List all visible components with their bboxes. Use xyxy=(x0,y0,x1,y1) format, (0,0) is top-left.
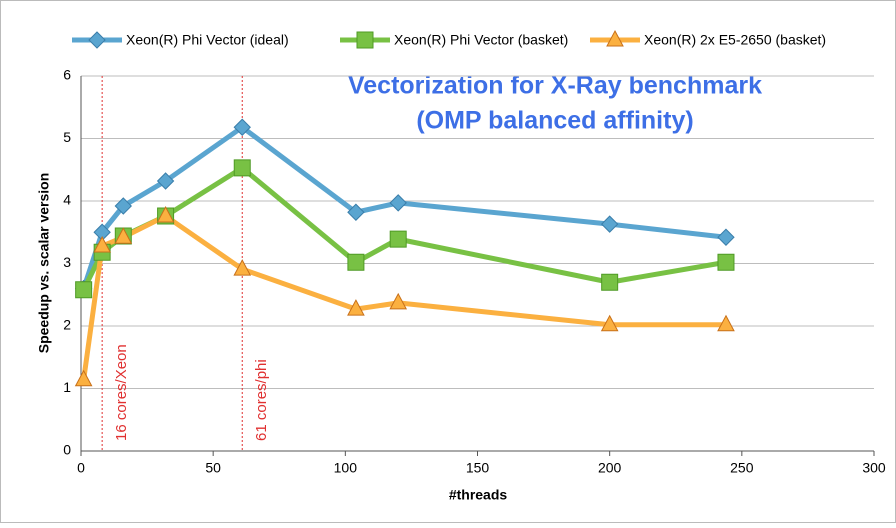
point xyxy=(600,314,619,332)
legend-item: Xeon(R) 2x E5-2650 (basket) xyxy=(590,29,826,48)
x-axis-label: #threads xyxy=(449,487,508,503)
y-tick-label: 5 xyxy=(63,129,71,145)
point xyxy=(93,235,111,253)
x-tick-label: 0 xyxy=(77,460,85,476)
y-tick-label: 2 xyxy=(63,317,71,333)
y-tick-label: 1 xyxy=(63,379,71,395)
y-axis-label: Speedup vs. scalar version xyxy=(36,173,52,354)
point xyxy=(347,299,365,316)
x-tick-label: 250 xyxy=(730,460,754,476)
point xyxy=(114,227,133,244)
point xyxy=(717,253,735,271)
legend-label: Xeon(R) Phi Vector (basket) xyxy=(394,32,568,48)
x-tick-label: 100 xyxy=(334,460,358,476)
point xyxy=(600,215,619,233)
x-tick-label: 300 xyxy=(862,460,886,476)
point xyxy=(347,203,365,221)
point xyxy=(88,31,106,49)
y-tick-label: 0 xyxy=(63,442,71,458)
legend-item: Xeon(R) Phi Vector (ideal) xyxy=(72,31,289,49)
x-tick-label: 50 xyxy=(205,460,221,476)
point xyxy=(389,230,407,248)
point xyxy=(156,205,175,223)
y-tick-label: 6 xyxy=(63,67,71,83)
point xyxy=(601,273,619,291)
reference-label: 16 cores/Xeon xyxy=(113,344,130,441)
point xyxy=(347,253,365,271)
point xyxy=(74,369,93,387)
point xyxy=(75,281,93,299)
chart-title: (OMP balanced affinity) xyxy=(416,107,693,135)
point xyxy=(717,228,735,246)
reference-label: 61 cores/phi xyxy=(253,359,270,441)
point xyxy=(389,194,407,212)
point xyxy=(606,29,624,47)
point xyxy=(233,159,251,177)
x-tick-label: 200 xyxy=(598,460,622,476)
x-tick-label: 150 xyxy=(466,460,490,476)
point xyxy=(233,118,251,136)
legend-label: Xeon(R) 2x E5-2650 (basket) xyxy=(644,32,826,48)
point xyxy=(356,31,374,49)
y-tick-label: 4 xyxy=(63,192,71,208)
point xyxy=(114,197,133,215)
point xyxy=(717,314,735,332)
legend-label: Xeon(R) Phi Vector (ideal) xyxy=(126,32,289,48)
point xyxy=(233,259,252,276)
y-tick-label: 3 xyxy=(63,254,71,270)
point xyxy=(156,172,175,190)
point xyxy=(389,292,408,310)
legend-item: Xeon(R) Phi Vector (basket) xyxy=(340,31,568,49)
